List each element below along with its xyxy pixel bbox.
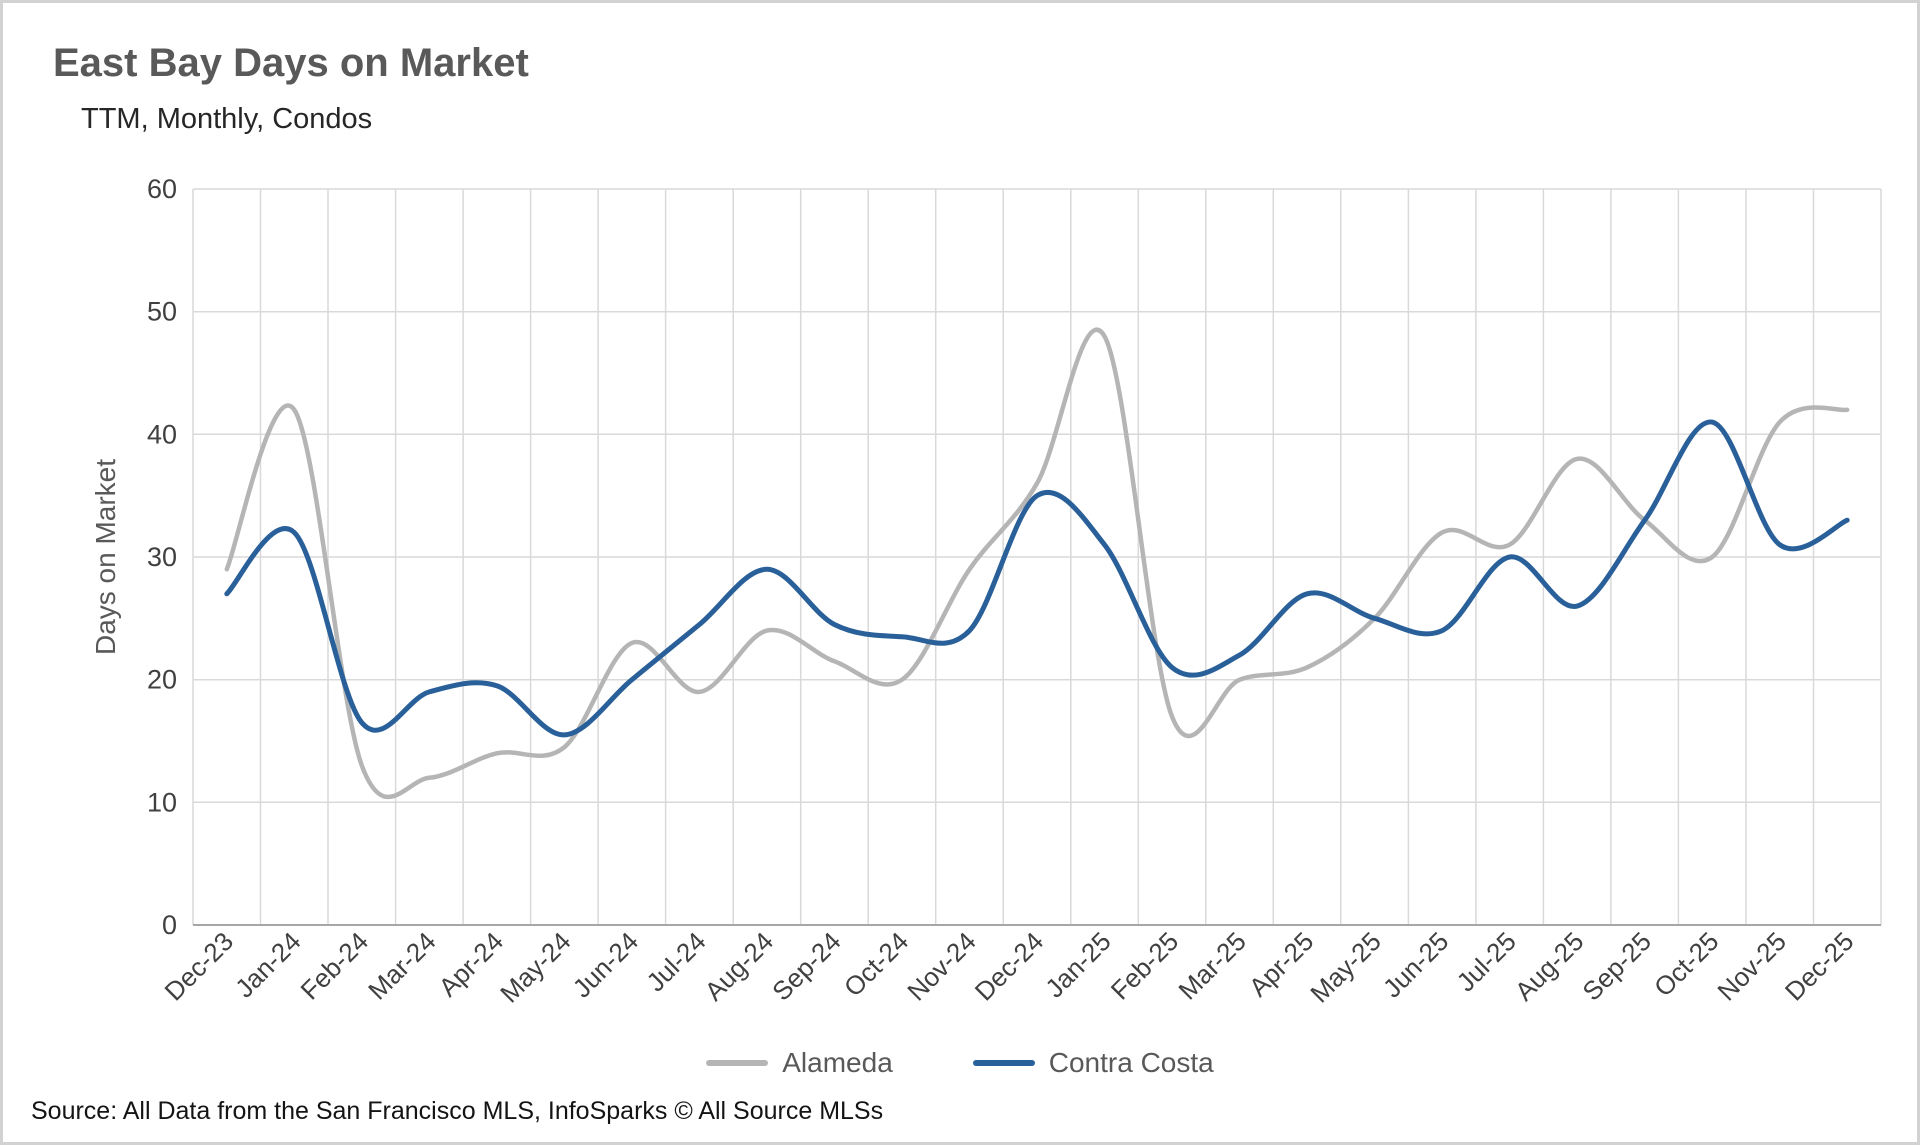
x-tick-label: Feb-25	[1105, 926, 1184, 1005]
x-axis-tick-labels: Dec-23Jan-24Feb-24Mar-24Apr-24May-24Jun-…	[159, 926, 1860, 1009]
x-tick-label: Dec-24	[969, 926, 1049, 1006]
y-tick-label: 50	[147, 297, 177, 327]
y-tick-label: 20	[147, 665, 177, 695]
x-tick-label: Jun-25	[1377, 926, 1454, 1003]
chart-title: East Bay Days on Market	[53, 41, 529, 85]
legend-item-contra-costa: Contra Costa	[972, 1047, 1214, 1079]
contra-costa-line	[224, 419, 1850, 738]
x-tick-label: Nov-24	[901, 926, 981, 1006]
legend-label-contra-costa: Contra Costa	[1048, 1047, 1214, 1078]
x-tick-label: Oct-24	[838, 926, 914, 1002]
x-tick-label: May-25	[1304, 926, 1387, 1009]
x-tick-label: Mar-24	[362, 926, 441, 1005]
alameda-line-swatch	[706, 1060, 769, 1066]
x-tick-label: Mar-25	[1172, 926, 1251, 1005]
x-tick-label: Nov-25	[1711, 926, 1791, 1006]
x-tick-label: Feb-24	[295, 926, 374, 1005]
source-note: Source: All Data from the San Francisco …	[31, 1097, 884, 1125]
y-tick-label: 10	[147, 787, 177, 817]
x-tick-label: Dec-25	[1779, 926, 1859, 1006]
x-tick-label: Aug-25	[1509, 926, 1589, 1006]
x-tick-label: Aug-24	[699, 926, 779, 1006]
line-chart-plot: 0 10 20 30 40 50 60 Dec-23Jan-24Feb-24Mar-24Apr…	[90, 174, 1882, 1009]
gridlines	[192, 188, 1882, 925]
legend: Alameda Contra Costa	[3, 1047, 1917, 1079]
contra-costa-line-swatch	[972, 1060, 1035, 1066]
legend-item-alameda: Alameda	[706, 1047, 893, 1079]
x-tick-label: Jan-25	[1039, 926, 1116, 1003]
x-tick-label: May-24	[494, 926, 577, 1009]
y-tick-label: 40	[147, 419, 177, 449]
x-tick-label: Jun-24	[567, 926, 644, 1003]
y-axis-tick-labels: 0 10 20 30 40 50 60	[147, 174, 177, 940]
legend-label-alameda: Alameda	[782, 1047, 893, 1078]
x-tick-label: Oct-25	[1648, 926, 1724, 1002]
y-axis-title: Days on Market	[90, 459, 121, 655]
x-tick-label: Sep-24	[766, 926, 846, 1006]
chart-subtitle: TTM, Monthly, Condos	[81, 103, 373, 135]
y-tick-label: 0	[162, 910, 177, 940]
y-tick-label: 60	[147, 174, 177, 204]
y-tick-label: 30	[147, 542, 177, 572]
alameda-line	[224, 327, 1850, 800]
x-tick-label: Sep-25	[1576, 926, 1656, 1006]
x-tick-label: Jan-24	[229, 926, 306, 1003]
